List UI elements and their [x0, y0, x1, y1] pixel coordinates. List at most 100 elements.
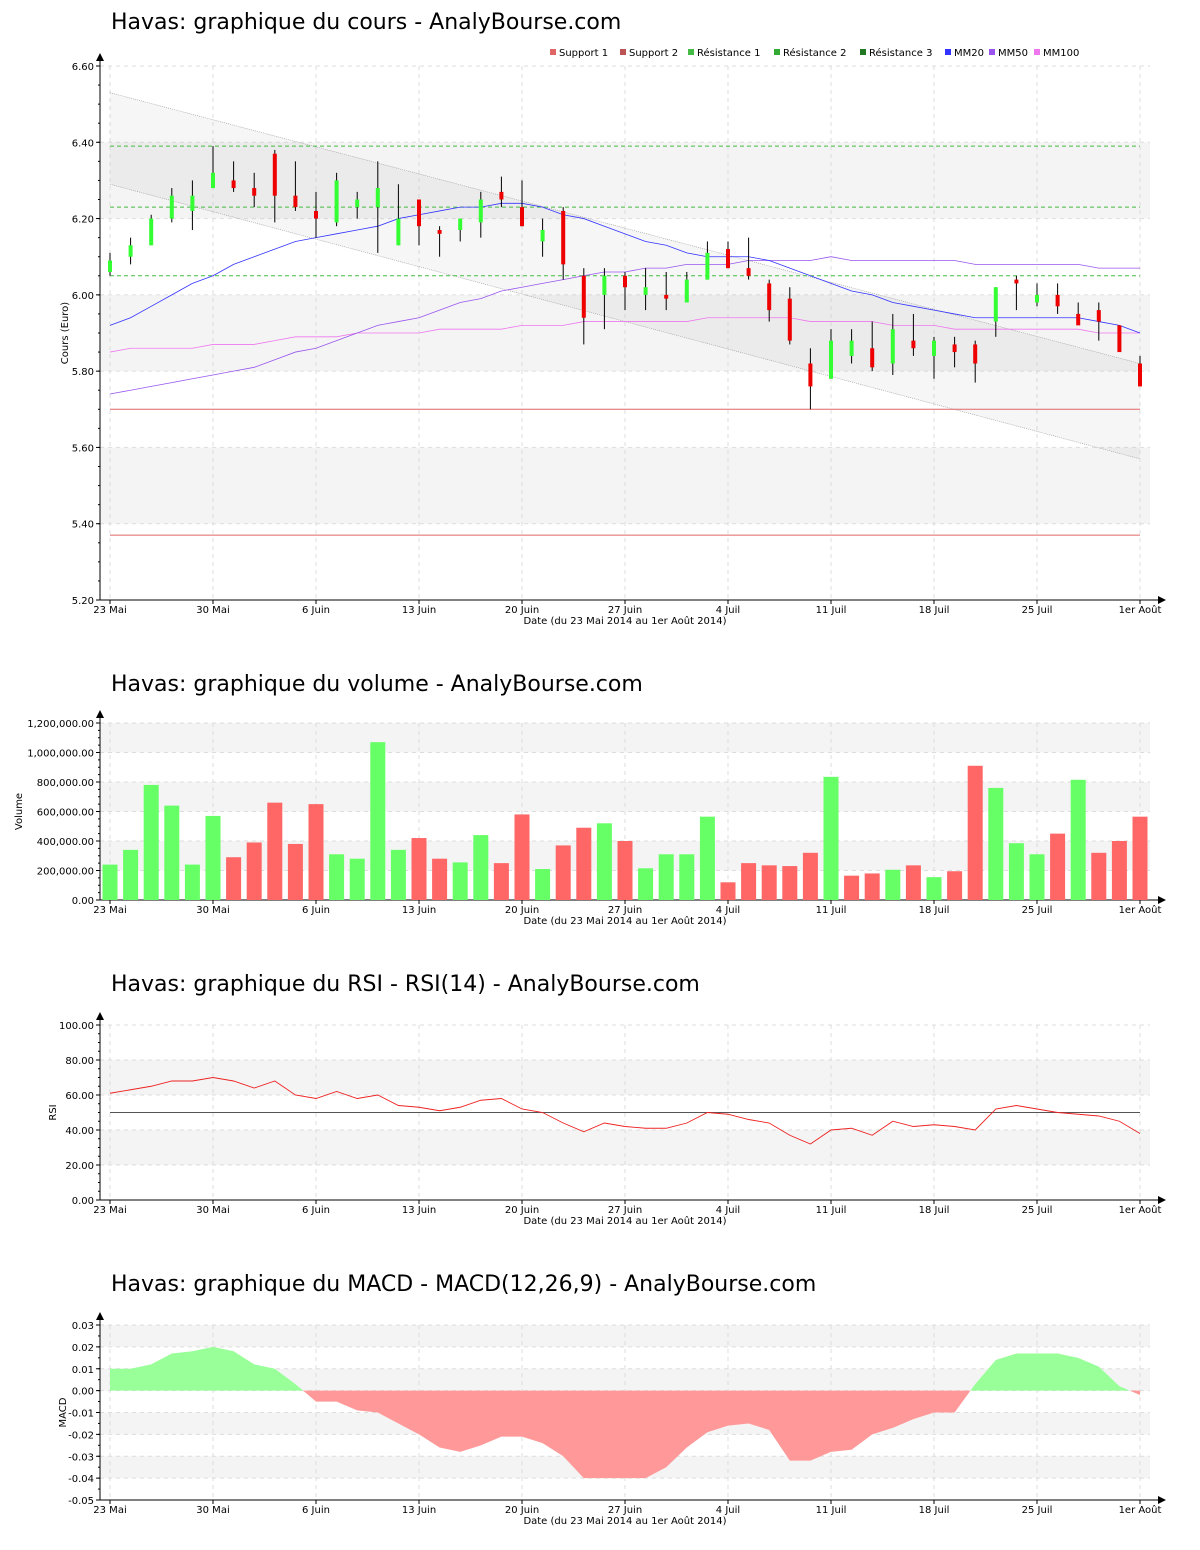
volume-chart: 0.00 200,000.00 400,000.00 600,000.00 800,00… — [14, 710, 1166, 927]
y-tick-label: 0.03 — [72, 1321, 94, 1332]
volume-bar — [823, 776, 839, 900]
volume-bar — [246, 842, 262, 900]
volume-bar — [329, 854, 345, 900]
candle-body — [1138, 363, 1142, 387]
volume-bar — [699, 816, 715, 900]
x-tick-label: 30 Mai — [196, 1505, 229, 1516]
volume-chart-title: Havas: graphique du volume - AnalyBourse… — [111, 672, 643, 697]
volume-bar — [1050, 833, 1066, 900]
candle-body — [355, 199, 360, 208]
candle-body — [108, 260, 112, 272]
y-axis-label: Volume — [14, 793, 25, 830]
volume-bar — [432, 858, 448, 900]
x-tick-label: 23 Mai — [93, 605, 126, 616]
volume-bar — [226, 857, 242, 900]
y-tick-label: -0.01 — [68, 1409, 94, 1420]
x-tick-label: 6 Juin — [302, 905, 330, 916]
legend-label: Support 1 — [559, 48, 608, 59]
y-tick-label: 200,000.00 — [37, 867, 94, 878]
volume-bar — [947, 871, 963, 900]
y-tick-label: 0.00 — [72, 1387, 94, 1398]
x-tick-label: 18 Juil — [919, 1205, 950, 1216]
y-tick-label: 6.40 — [72, 138, 94, 149]
candle-body — [1096, 310, 1101, 322]
x-axis-label: Date (du 23 Mai 2014 au 1er Août 2014) — [523, 1215, 726, 1227]
x-tick-label: 1er Août — [1119, 904, 1162, 916]
candle-body — [623, 275, 627, 288]
candle-body — [231, 180, 236, 189]
volume-bar — [967, 765, 983, 900]
y-tick-label: -0.02 — [68, 1430, 94, 1441]
x-tick-label: 30 Mai — [196, 1205, 229, 1216]
legend-swatch — [860, 49, 866, 55]
volume-bar — [308, 804, 324, 900]
y-tick-label: 1,000,000.00 — [27, 749, 94, 760]
legend-swatch — [945, 49, 951, 55]
x-tick-label: 25 Juil — [1022, 605, 1053, 616]
candle-body — [272, 153, 277, 196]
y-axis-arrow — [96, 1012, 104, 1020]
candle-body — [705, 252, 710, 280]
candle-body — [169, 195, 174, 219]
candle-body — [787, 298, 792, 341]
macd-positive-area — [110, 1346, 304, 1391]
x-tick-label: 27 Juin — [608, 905, 642, 916]
x-tick-label: 18 Juil — [919, 605, 950, 616]
candle-body — [561, 210, 566, 265]
volume-bar — [1132, 816, 1148, 900]
x-tick-label: 25 Juil — [1022, 905, 1053, 916]
volume-bar — [988, 787, 1004, 900]
candle-body — [375, 188, 380, 208]
x-axis-label: Date (du 23 Mai 2014 au 1er Août 2014) — [523, 615, 726, 627]
candle-body — [417, 199, 421, 227]
x-axis-label: Date (du 23 Mai 2014 au 1er Août 2014) — [523, 915, 726, 927]
legend-swatch — [774, 49, 780, 55]
candle-body — [829, 340, 833, 379]
x-axis-label: Date (du 23 Mai 2014 au 1er Août 2014) — [523, 1515, 726, 1527]
x-tick-label: 23 Mai — [93, 905, 126, 916]
y-tick-label: 0.00 — [72, 1196, 94, 1207]
macd-positive-area — [970, 1353, 1130, 1391]
candle-body — [643, 287, 648, 295]
price-panel: Havas: graphique du cours - AnalyBourse.… — [0, 0, 1200, 640]
volume-bar — [679, 854, 695, 900]
candle-body — [870, 348, 875, 368]
candle-body — [540, 230, 545, 242]
price-chart: 5.20 5.40 5.60 5.80 6.00 6.20 6.40 6.60 23 Mai 30… — [60, 47, 1166, 627]
x-tick-label: 23 Mai — [93, 1205, 126, 1216]
volume-bar — [473, 835, 489, 900]
x-tick-label: 20 Juin — [505, 1505, 539, 1516]
x-tick-label: 27 Juin — [608, 1205, 642, 1216]
legend-swatch — [688, 49, 694, 55]
y-tick-label: 100.00 — [59, 1021, 94, 1032]
candle-body — [1014, 279, 1019, 284]
legend-label: Support 2 — [629, 48, 678, 59]
volume-bar — [1008, 843, 1024, 900]
volume-bar — [864, 873, 880, 900]
y-tick-label: 1,200,000.00 — [27, 719, 94, 730]
x-tick-label: 20 Juin — [505, 605, 539, 616]
legend-label: MM50 — [998, 48, 1028, 59]
x-tick-label: 23 Mai — [93, 1505, 126, 1516]
plot-band — [100, 1368, 1150, 1391]
legend-label: Résistance 2 — [783, 47, 846, 59]
volume-bar — [720, 882, 736, 900]
y-tick-label: 0.02 — [72, 1343, 94, 1354]
y-tick-label: 400,000.00 — [37, 837, 94, 848]
candle-body — [581, 275, 586, 318]
candle-body — [746, 268, 751, 276]
volume-bar — [555, 845, 571, 900]
candle-body — [726, 249, 730, 269]
legend-label: MM20 — [954, 48, 984, 59]
volume-bar — [1029, 854, 1045, 900]
rsi-line — [109, 1077, 1141, 1145]
candle-body — [684, 279, 689, 303]
volume-bar — [761, 865, 777, 900]
volume-bar — [184, 864, 200, 900]
candle-body — [952, 344, 957, 353]
macd-negative-area — [303, 1390, 971, 1479]
volume-bar — [205, 815, 221, 900]
candle-body — [664, 294, 669, 299]
y-tick-label: 0.00 — [72, 896, 94, 907]
macd-chart-title: Havas: graphique du MACD - MACD(12,26,9)… — [111, 1272, 817, 1297]
